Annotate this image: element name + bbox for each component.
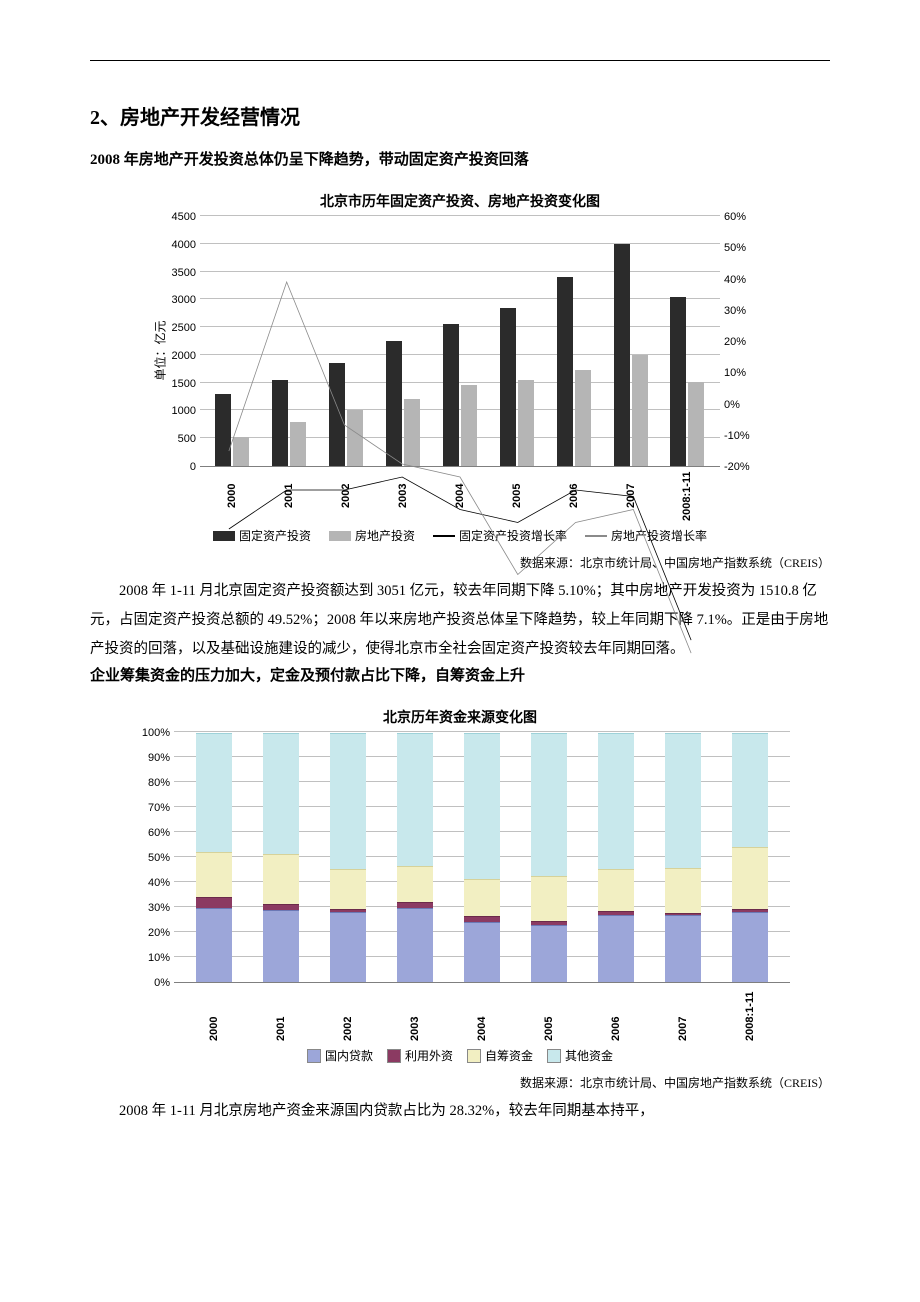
chart-2-plot <box>174 733 790 983</box>
chart-1-title: 北京市历年固定资产投资、房地产投资变化图 <box>160 191 760 211</box>
chart-1: 北京市历年固定资产投资、房地产投资变化图 单位：亿元 0500100015002… <box>160 191 760 544</box>
chart-2-x-labels: 200020012002200320042005200620072008:1-1… <box>174 983 790 1041</box>
chart-2-source: 数据来源：北京市统计局、中国房地产指数系统（CREIS） <box>90 1074 830 1091</box>
chart-2-y: 0%10%20%30%40%50%60%70%80%90%100% <box>130 733 174 983</box>
legend-domestic: 国内贷款 <box>325 1047 373 1064</box>
subheading-1: 2008 年房地产开发投资总体仍呈下降趋势，带动固定资产投资回落 <box>90 148 830 169</box>
legend-other: 其他资金 <box>565 1047 613 1064</box>
chart-1-y-right: -20%-10%0%10%20%30%40%50%60% <box>720 217 760 467</box>
section-heading: 2、房地产开发经营情况 <box>90 101 830 130</box>
paragraph-2: 2008 年 1-11 月北京房地产资金来源国内贷款占比为 28.32%，较去年… <box>90 1097 830 1126</box>
chart-1-plot <box>200 217 720 467</box>
chart-1-y-left: 单位：亿元 0500100015002000250030003500400045… <box>160 217 200 467</box>
legend-self: 自筹资金 <box>485 1047 533 1064</box>
chart-2: 北京历年资金来源变化图 0%10%20%30%40%50%60%70%80%90… <box>130 707 790 1064</box>
chart-2-legend: 国内贷款 利用外资 自筹资金 其他资金 <box>130 1047 790 1064</box>
top-rule <box>90 60 830 61</box>
legend-foreign: 利用外资 <box>405 1047 453 1064</box>
chart-1-y-left-label: 单位：亿元 <box>152 320 169 380</box>
